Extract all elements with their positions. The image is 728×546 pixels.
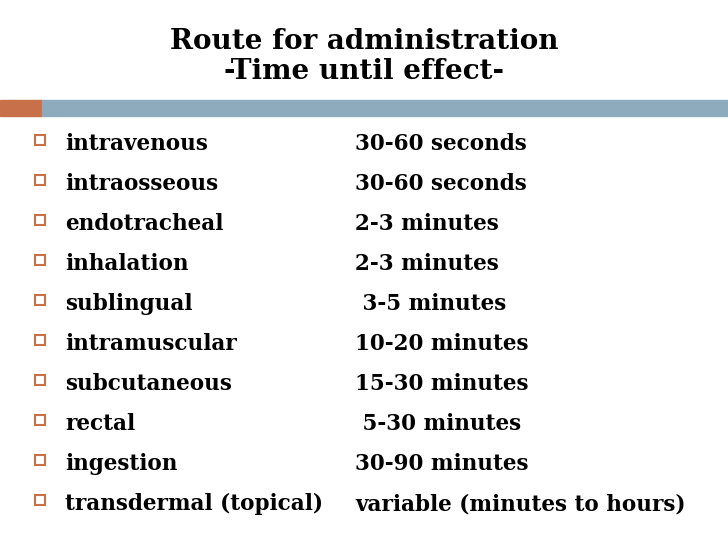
Bar [35, 255, 45, 265]
Bar [35, 415, 45, 425]
Text: intraosseous: intraosseous [65, 173, 218, 195]
Text: variable (minutes to hours): variable (minutes to hours) [355, 493, 686, 515]
Bar [35, 455, 45, 465]
Text: 2-3 minutes: 2-3 minutes [355, 213, 499, 235]
Text: 30-60 seconds: 30-60 seconds [355, 133, 527, 155]
Bar [35, 295, 45, 305]
Text: inhalation: inhalation [65, 253, 189, 275]
Text: 10-20 minutes: 10-20 minutes [355, 333, 529, 355]
Text: 15-30 minutes: 15-30 minutes [355, 373, 529, 395]
Bar [35, 375, 45, 385]
Bar [35, 495, 45, 505]
Bar [0, 100, 42, 116]
Text: intravenous: intravenous [65, 133, 208, 155]
Bar [35, 135, 45, 145]
Bar [35, 215, 45, 225]
Bar [42, 100, 728, 116]
Bar [35, 335, 45, 345]
Text: intramuscular: intramuscular [65, 333, 237, 355]
Text: 3-5 minutes: 3-5 minutes [355, 293, 506, 315]
Text: transdermal (topical): transdermal (topical) [65, 493, 323, 515]
Text: Route for administration: Route for administration [170, 28, 558, 55]
Text: rectal: rectal [65, 413, 135, 435]
Text: endotracheal: endotracheal [65, 213, 223, 235]
Text: 30-90 minutes: 30-90 minutes [355, 453, 529, 475]
Text: 30-60 seconds: 30-60 seconds [355, 173, 527, 195]
Text: subcutaneous: subcutaneous [65, 373, 232, 395]
Bar [35, 175, 45, 185]
Text: 2-3 minutes: 2-3 minutes [355, 253, 499, 275]
Text: 5-30 minutes: 5-30 minutes [355, 413, 521, 435]
Text: ingestion: ingestion [65, 453, 178, 475]
Text: -Time until effect-: -Time until effect- [224, 58, 504, 85]
Text: sublingual: sublingual [65, 293, 192, 315]
